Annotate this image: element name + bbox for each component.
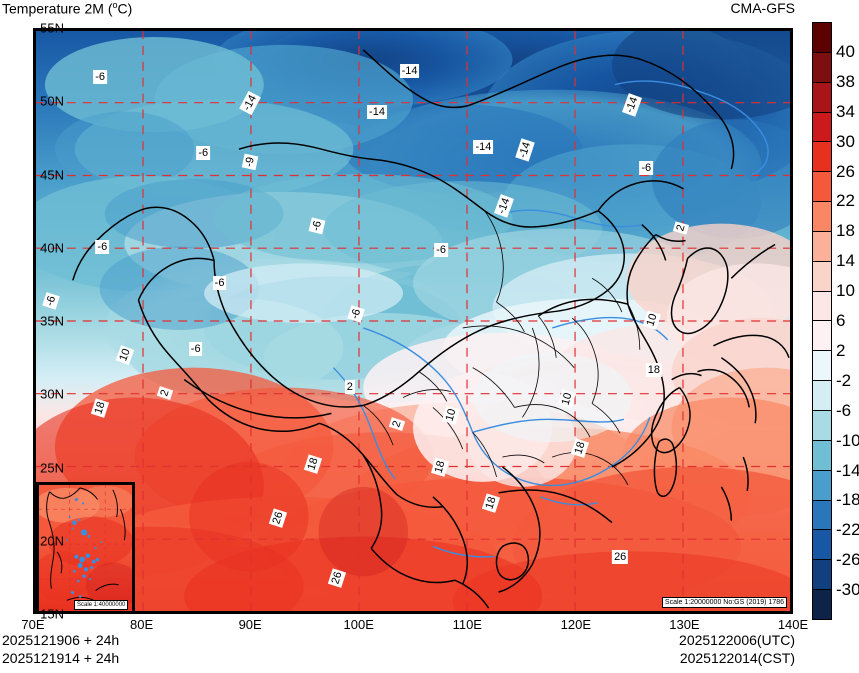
colorbar-band-0 bbox=[813, 23, 831, 53]
colorbar-tick--18: -18 bbox=[836, 490, 859, 510]
colorbar-band-9 bbox=[813, 291, 831, 322]
colorbar-tick-10: 10 bbox=[836, 281, 855, 301]
contour-label: -14 bbox=[367, 105, 387, 120]
colorbar-tick-26: 26 bbox=[836, 161, 855, 181]
contour-label: -6 bbox=[434, 242, 448, 257]
colorbar-tick--10: -10 bbox=[836, 430, 859, 450]
lon-tick-130E: 130E bbox=[669, 617, 700, 632]
lat-tick-label: 20N bbox=[40, 533, 64, 549]
colorbar-tick-6: 6 bbox=[836, 311, 846, 330]
colorbar-tick--30: -30 bbox=[836, 580, 859, 600]
contour-label: -6 bbox=[95, 239, 110, 254]
colorbar-band-7 bbox=[813, 231, 831, 262]
colorbar-band-16 bbox=[813, 500, 831, 531]
colorbar-tick--6: -6 bbox=[836, 400, 852, 420]
contour-label: -14 bbox=[473, 140, 494, 155]
contour-label: -14 bbox=[399, 64, 420, 79]
contour-label: -6 bbox=[212, 276, 227, 291]
inset-scale-label: Scale 1:40000000 bbox=[74, 600, 129, 610]
contour-label: -6 bbox=[188, 342, 203, 357]
colorbar-band-10 bbox=[813, 321, 831, 352]
south-china-sea-inset[interactable]: Scale 1:40000000 bbox=[36, 482, 135, 612]
lon-tick-140E: 140E bbox=[777, 617, 809, 632]
colorbar-band-8 bbox=[813, 261, 831, 292]
colorbar-tick--22: -22 bbox=[836, 520, 859, 540]
colorbar-tick-18: 18 bbox=[836, 221, 855, 241]
colorbar-band-11 bbox=[813, 351, 831, 382]
page-title: Temperature 2M (oC) bbox=[2, 0, 132, 17]
colorbar-band-2 bbox=[813, 82, 831, 113]
colorbar-band-19 bbox=[813, 590, 831, 619]
colorbar[interactable] bbox=[812, 22, 832, 620]
lat-tick-label: 40N bbox=[40, 240, 64, 256]
lon-tick-70E: 70E bbox=[21, 617, 45, 632]
lat-tick-label: 50N bbox=[40, 93, 64, 109]
contour-label: 26 bbox=[612, 550, 629, 565]
colorbar-band-18 bbox=[813, 560, 831, 591]
colorbar-band-13 bbox=[813, 410, 831, 441]
inset-render bbox=[38, 484, 133, 612]
colorbar-tick--26: -26 bbox=[836, 550, 859, 570]
colorbar-band-15 bbox=[813, 470, 831, 501]
colorbar-band-3 bbox=[813, 112, 831, 143]
colorbar-band-1 bbox=[813, 52, 831, 83]
colorbar-tick-38: 38 bbox=[836, 71, 855, 91]
contour-label: -6 bbox=[93, 69, 108, 84]
init-time-utc: 2025121906 + 24h bbox=[2, 632, 120, 648]
province-borders bbox=[363, 210, 641, 486]
colorbar-bands bbox=[812, 22, 832, 620]
contour-label: -9 bbox=[241, 153, 259, 171]
lon-tick-80E: 80E bbox=[129, 617, 154, 632]
colorbar-tick-30: 30 bbox=[836, 131, 855, 151]
page-title-suffix: C) bbox=[117, 0, 133, 17]
lat-tick-label: 35N bbox=[40, 313, 64, 329]
lat-tick-label: 45N bbox=[40, 167, 64, 182]
colorbar-tick-2: 2 bbox=[836, 340, 846, 360]
map-scale-label: Scale 1:20000000 No:GS (2019) 1786 bbox=[661, 597, 787, 608]
lat-tick-label: 55N bbox=[40, 20, 64, 36]
valid-time-cst: 2025122014(CST) bbox=[679, 650, 795, 666]
lon-tick-100E: 100E bbox=[343, 617, 374, 632]
colorbar-band-6 bbox=[813, 202, 831, 232]
contour-label: 2 bbox=[344, 380, 355, 395]
colorbar-band-12 bbox=[813, 381, 831, 411]
temperature-map[interactable]: -6 -14 -14 -14 -14 -6 -9 -14 -14 -6 -14 -6 -6 -6 2 -6 -6… bbox=[33, 28, 793, 614]
contour-label: 18 bbox=[645, 362, 662, 377]
colorbar-tick-34: 34 bbox=[836, 101, 855, 121]
lon-tick-110E: 110E bbox=[452, 617, 482, 632]
page-title-prefix: Temperature 2M ( bbox=[2, 0, 113, 17]
coastlines-borders bbox=[72, 49, 790, 609]
map-render bbox=[35, 30, 791, 612]
colorbar-band-5 bbox=[813, 172, 831, 203]
colorbar-tick-22: 22 bbox=[836, 191, 855, 211]
colorbar-band-17 bbox=[813, 530, 831, 561]
contour-label: -6 bbox=[196, 146, 211, 161]
init-time-cst: 2025121914 + 24h bbox=[2, 650, 120, 666]
lat-tick-label: 15N bbox=[40, 606, 64, 622]
lon-tick-90E: 90E bbox=[238, 617, 262, 632]
lon-tick-120E: 120E bbox=[560, 617, 592, 632]
colorbar-tick--14: -14 bbox=[836, 460, 859, 480]
model-label: CMA-GFS bbox=[730, 0, 795, 16]
lat-tick-label: 25N bbox=[40, 460, 64, 475]
colorbar-tick-40: 40 bbox=[836, 41, 855, 61]
colorbar-tick--2: -2 bbox=[836, 370, 852, 390]
lat-tick-label: 30N bbox=[40, 386, 64, 402]
colorbar-band-4 bbox=[813, 142, 831, 173]
contour-label: -6 bbox=[639, 160, 654, 175]
map-canvas bbox=[35, 30, 791, 612]
colorbar-tick-14: 14 bbox=[836, 251, 855, 271]
valid-time-utc: 2025122006(UTC) bbox=[679, 632, 795, 648]
colorbar-band-14 bbox=[813, 440, 831, 471]
degree-symbol: o bbox=[112, 0, 118, 10]
